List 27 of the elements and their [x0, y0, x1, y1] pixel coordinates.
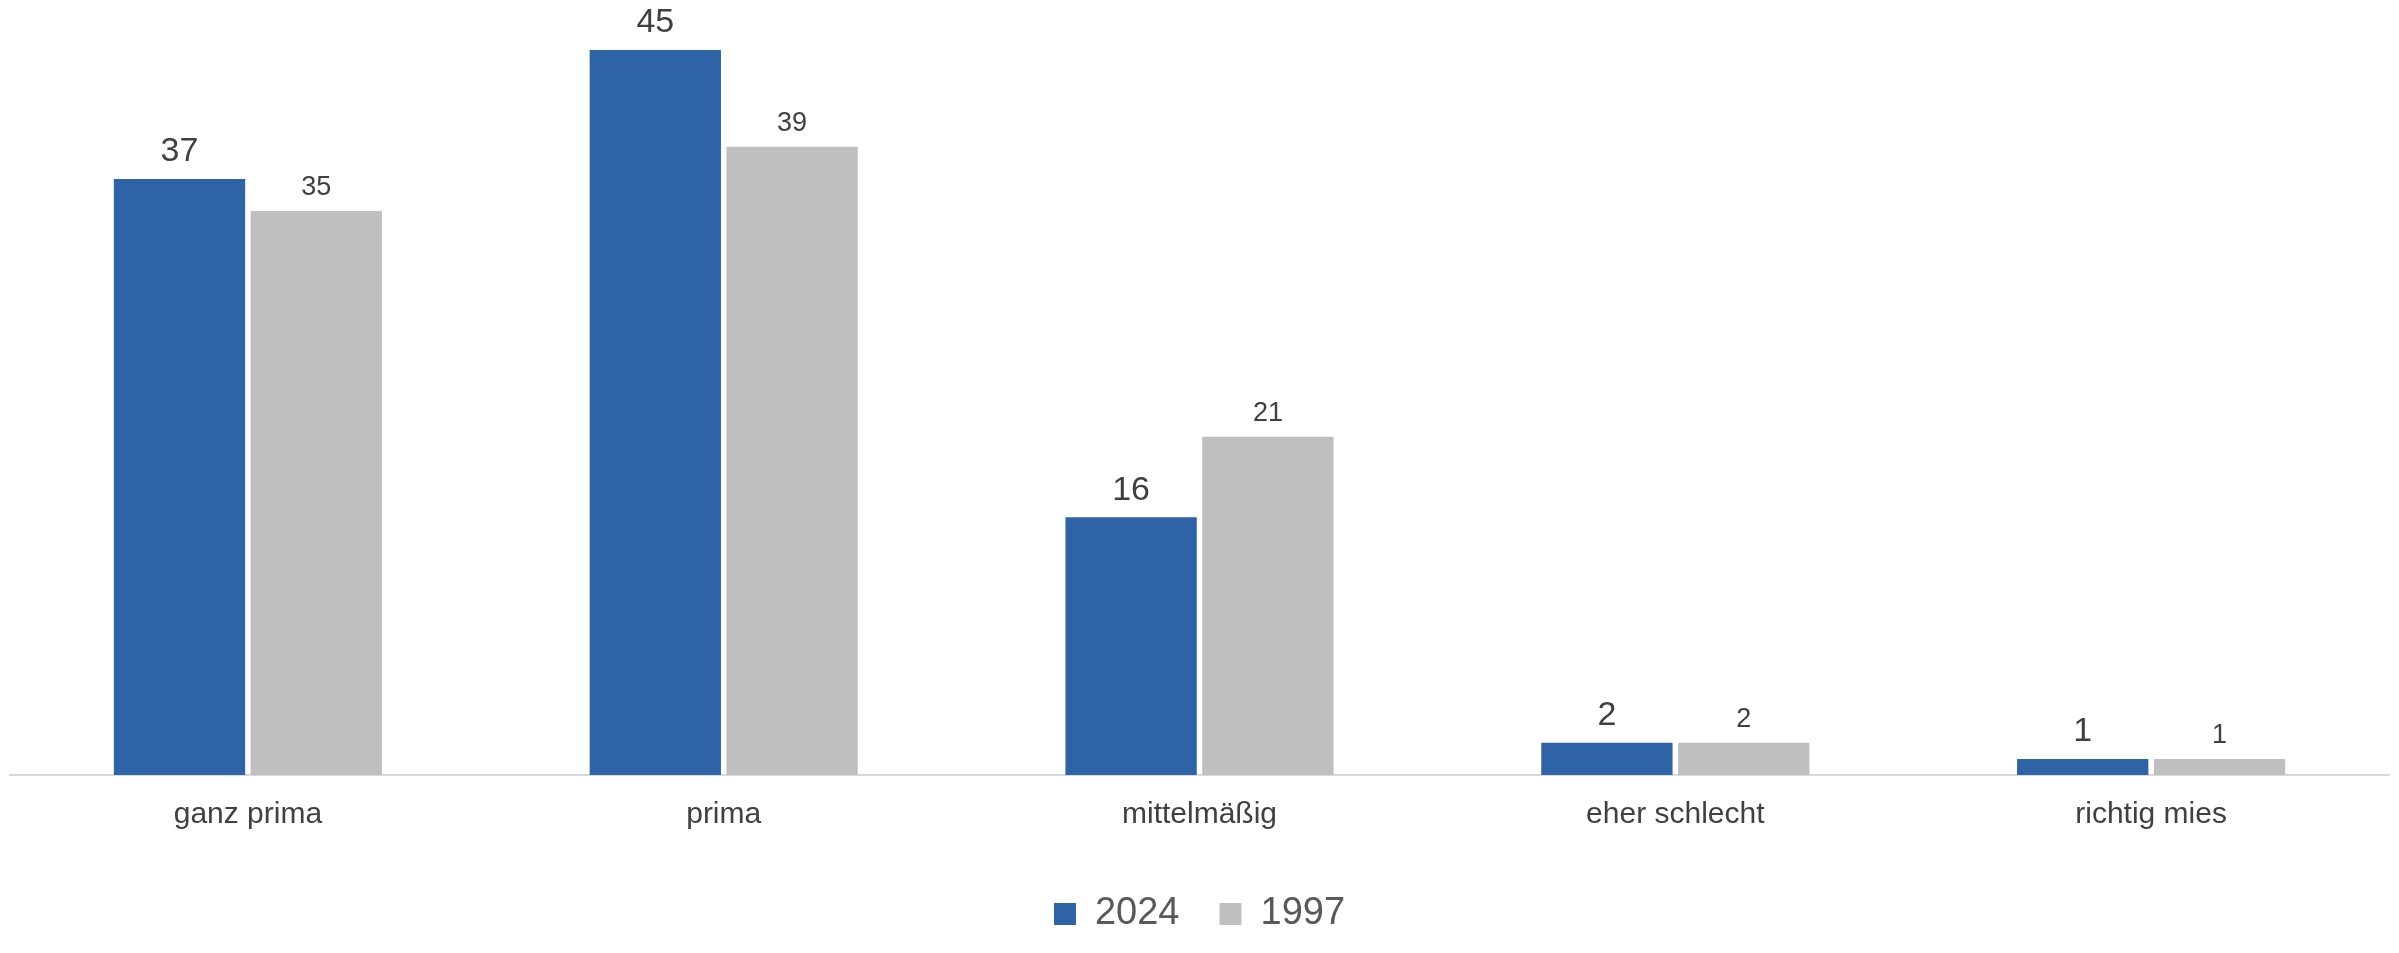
legend-label: 1997 — [1260, 890, 1346, 933]
bar — [1541, 742, 1673, 775]
bar — [1202, 436, 1334, 775]
data-label: 1 — [2211, 718, 2228, 749]
data-label: 37 — [160, 130, 199, 169]
x-tick-label: mittelmäßig — [1121, 796, 1278, 830]
legend-label: 2024 — [1094, 890, 1180, 933]
data-label: 35 — [301, 171, 332, 202]
bar — [726, 146, 858, 775]
data-label: 21 — [1252, 396, 1283, 427]
bar — [1065, 517, 1197, 775]
bar — [589, 50, 721, 775]
data-label: 2 — [1736, 702, 1752, 733]
bar — [250, 211, 382, 775]
x-tick-label: richtig mies — [2075, 796, 2227, 830]
x-tick-label: eher schlecht — [1586, 796, 1766, 830]
x-tick-label: prima — [686, 796, 762, 830]
data-label: 1 — [2073, 710, 2093, 749]
x-tick-label: ganz prima — [173, 796, 323, 830]
bar — [2153, 758, 2286, 775]
data-label: 16 — [1112, 468, 1151, 507]
data-label: 2 — [1597, 694, 1617, 733]
bar — [1678, 742, 1810, 775]
bar — [113, 178, 246, 775]
data-label: 45 — [636, 1, 675, 40]
data-label: 39 — [777, 106, 808, 137]
bar — [2017, 758, 2149, 775]
